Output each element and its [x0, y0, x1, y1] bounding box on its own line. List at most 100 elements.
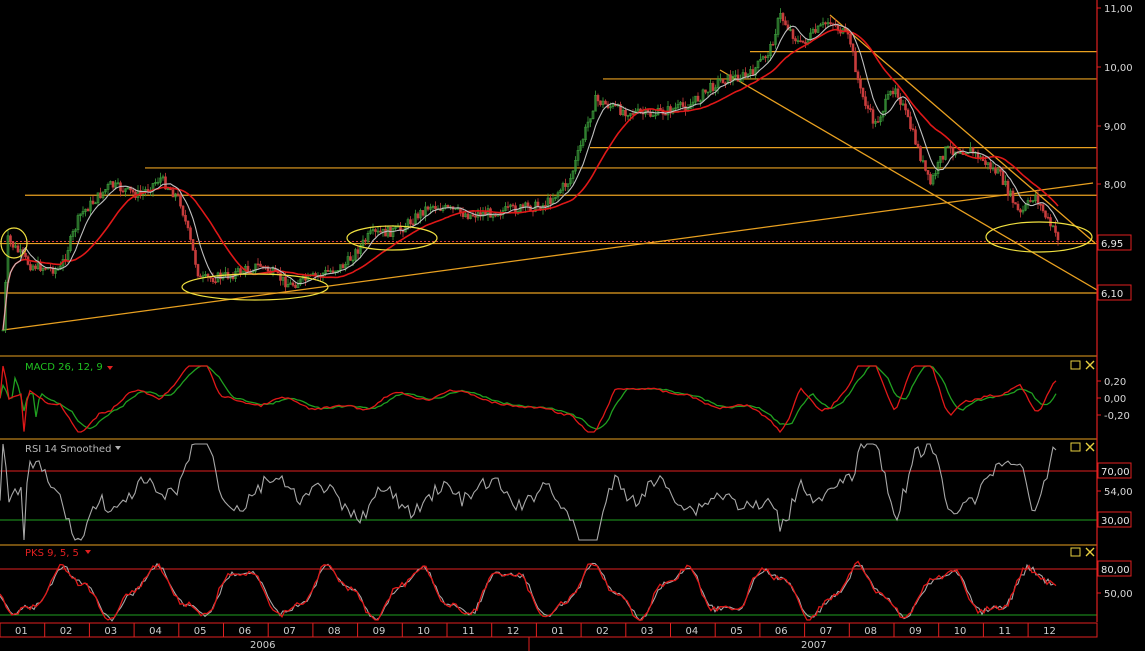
macd-dropdown-icon[interactable]: [107, 366, 113, 370]
month-label: 03: [641, 626, 654, 637]
close-icon[interactable]: [1085, 360, 1095, 370]
candles: [1, 8, 1060, 333]
macd-signal-line: [0, 365, 1057, 430]
candle-body: [699, 100, 702, 103]
pks-dropdown-icon[interactable]: [85, 550, 91, 554]
candle-body: [949, 146, 952, 149]
price-tag-label: 80,00: [1101, 565, 1130, 576]
candle-body: [214, 281, 217, 284]
candle-body: [254, 263, 257, 272]
candle-body: [744, 72, 747, 77]
candle-body: [701, 89, 705, 102]
support-ellipse-2: [181, 273, 329, 301]
maximize-icon[interactable]: [1070, 547, 1081, 557]
candle-body: [464, 213, 467, 217]
candle-body: [994, 167, 997, 174]
month-label: 10: [954, 626, 967, 637]
candle-body: [946, 146, 950, 148]
candle-body: [99, 192, 102, 199]
candle-body: [596, 95, 600, 102]
candle-body: [591, 110, 595, 120]
candle-body: [256, 263, 260, 266]
candle-body: [691, 101, 695, 105]
candle-body: [429, 206, 432, 210]
candle-body: [651, 115, 655, 117]
candle-body: [81, 211, 85, 215]
candle-body: [279, 272, 282, 281]
pks-title: PKS 9, 5, 5: [25, 548, 79, 559]
candle-body: [799, 40, 802, 42]
candle-body: [856, 71, 860, 81]
pks-slow-line: [0, 562, 1055, 622]
candle-body: [814, 29, 817, 33]
candle-body: [1046, 216, 1050, 219]
support-ellipse-3: [346, 225, 438, 251]
candle-body: [916, 143, 920, 147]
candle-body: [376, 230, 380, 233]
candle-body: [161, 176, 165, 179]
price-tag-label: 70,00: [1101, 467, 1130, 478]
candle-body: [636, 108, 640, 112]
candle-body: [186, 220, 190, 229]
maximize-icon[interactable]: [1070, 442, 1081, 452]
candle-body: [661, 109, 665, 115]
candle-body: [779, 13, 782, 19]
candle-body: [1039, 203, 1042, 206]
candle-body: [736, 74, 740, 82]
candle-body: [654, 114, 657, 117]
close-icon[interactable]: [1085, 442, 1095, 452]
candle-body: [184, 215, 187, 222]
candle-body: [549, 197, 552, 205]
candle-body: [999, 169, 1002, 172]
candle-body: [1001, 170, 1005, 185]
candle-body: [746, 73, 750, 77]
price-axis-ticks: 11,00 10,00 9,00 8,00: [1097, 4, 1133, 191]
rsi-dropdown-icon[interactable]: [115, 446, 121, 450]
candle-body: [361, 239, 365, 246]
candle-body: [131, 189, 135, 193]
axis-tick-label: 8,00: [1104, 180, 1126, 191]
candle-body: [1036, 195, 1040, 205]
month-label: 09: [909, 626, 922, 637]
axis-tick-label: 9,00: [1104, 122, 1126, 133]
downtrend-line-lower: [719, 69, 1097, 291]
candle-body: [424, 206, 427, 216]
candle-body: [756, 60, 760, 69]
candle-body: [564, 183, 567, 187]
candle-body: [189, 227, 192, 240]
candle-body: [379, 230, 382, 233]
candle-body: [1051, 225, 1055, 228]
candle-body: [16, 245, 20, 253]
month-label: 12: [1043, 626, 1056, 637]
candle-body: [599, 100, 602, 106]
candle-body: [211, 277, 215, 283]
candle-body: [41, 267, 45, 271]
candle-body: [866, 105, 870, 109]
candle-body: [656, 107, 660, 116]
candle-body: [391, 228, 395, 237]
candle-body: [116, 182, 120, 185]
candle-body: [929, 174, 932, 185]
close-icon[interactable]: [1085, 547, 1095, 557]
candle-body: [704, 89, 707, 93]
candle-body: [266, 266, 270, 272]
candle-body: [931, 175, 935, 185]
rsi-panel-controls: [1070, 442, 1095, 452]
candle-body: [609, 106, 612, 109]
candle-body: [34, 265, 37, 269]
candle-body: [864, 96, 867, 106]
candle-body: [79, 213, 82, 216]
candle-body: [199, 275, 202, 278]
month-bar: [0, 622, 1098, 638]
maximize-icon[interactable]: [1070, 360, 1081, 370]
candle-body: [566, 183, 570, 187]
candle-body: [909, 116, 912, 130]
candle-body: [989, 162, 992, 170]
candle-body: [299, 278, 302, 285]
price-tag-label: 30,00: [1101, 516, 1130, 527]
candle-body: [1011, 190, 1015, 203]
axis-tick-label: -0,20: [1104, 411, 1130, 422]
uptrend-line: [2, 182, 1094, 331]
candle-body: [326, 270, 330, 272]
candle-body: [579, 145, 582, 151]
